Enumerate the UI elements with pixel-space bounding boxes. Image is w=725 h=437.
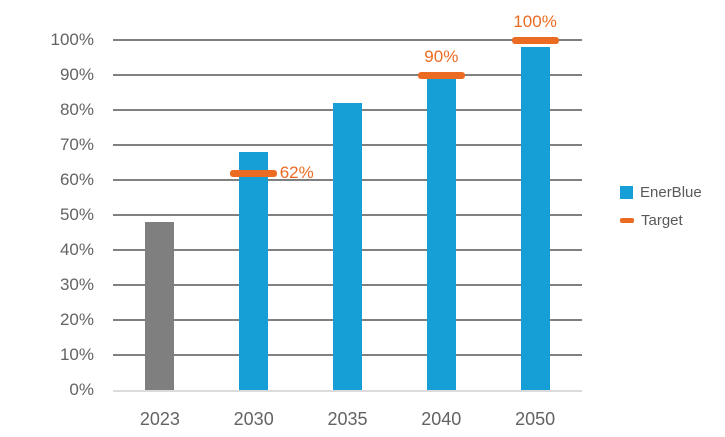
target-data-label: 62% <box>279 163 314 182</box>
gridline <box>113 74 582 76</box>
target-marker-2050 <box>511 36 559 44</box>
y-axis-tick-label: 20% <box>59 310 94 329</box>
enerblue-series-swatch-icon <box>620 186 633 199</box>
bar-2030 <box>239 152 269 390</box>
legend-label-target: Target <box>641 212 683 229</box>
y-axis-tick-label: 80% <box>59 100 94 119</box>
legend-label-enerblue: EnerBlue <box>640 184 702 201</box>
target-marker-2030 <box>230 169 278 177</box>
y-axis-tick-label: 30% <box>59 275 94 294</box>
y-axis-tick-label: 60% <box>59 170 94 189</box>
y-axis-tick-label: 50% <box>59 205 94 224</box>
y-axis-tick-label: 70% <box>59 135 94 154</box>
bar-2035 <box>333 103 362 390</box>
target-data-label: 90% <box>424 47 459 66</box>
x-axis-label: 2030 <box>233 409 274 429</box>
legend: EnerBlue Target <box>620 184 702 229</box>
x-axis-line <box>113 390 582 392</box>
x-axis-label: 2023 <box>139 409 180 429</box>
x-axis-label: 2050 <box>515 409 556 429</box>
y-axis-tick-label: 40% <box>59 240 94 259</box>
y-axis-tick-label: 0% <box>69 380 94 399</box>
x-axis-label: 2040 <box>421 409 462 429</box>
bar-2023 <box>145 222 175 390</box>
target-data-label: 100% <box>513 12 557 31</box>
y-axis-tick-label: 90% <box>59 65 94 84</box>
gridline <box>113 39 582 41</box>
legend-item-target: Target <box>620 212 702 229</box>
y-axis-tick-label: 10% <box>59 345 94 364</box>
legend-item-enerblue: EnerBlue <box>620 184 702 201</box>
target-series-swatch-icon <box>620 218 634 223</box>
y-axis-tick-label: 100% <box>50 30 94 49</box>
bar-2050 <box>520 47 550 390</box>
target-marker-2040 <box>417 71 465 79</box>
bar-2040 <box>426 78 456 390</box>
x-axis-label: 2035 <box>327 409 368 429</box>
